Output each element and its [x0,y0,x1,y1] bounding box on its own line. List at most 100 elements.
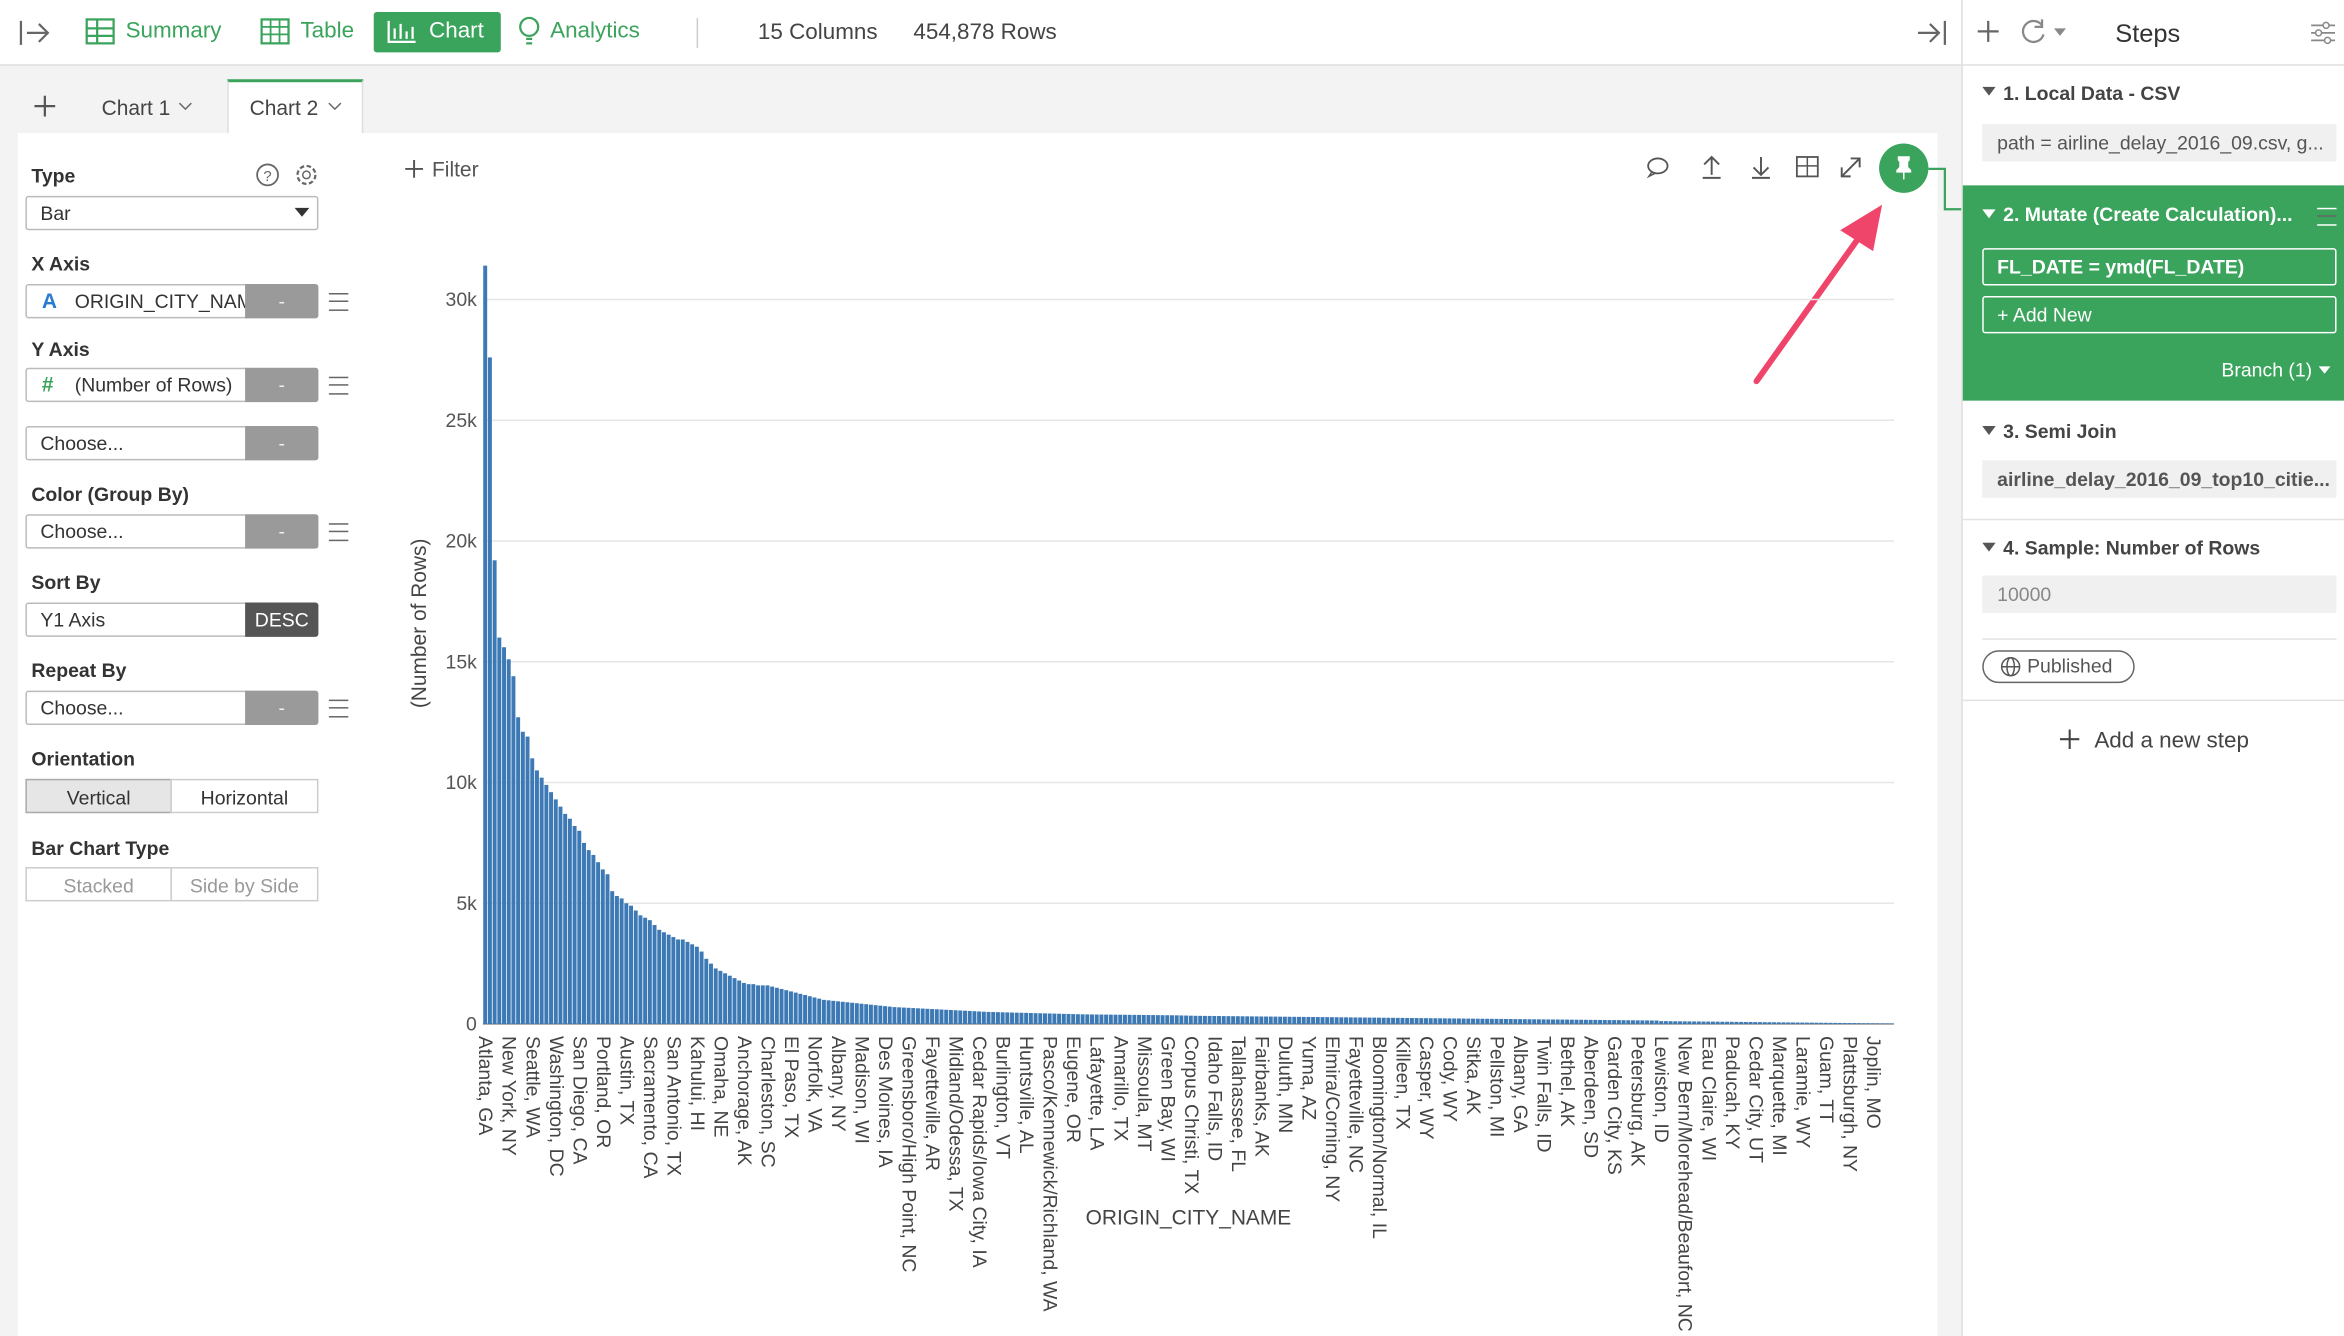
remove-button[interactable]: - [245,426,319,461]
bar [685,941,690,1025]
bar [1640,1020,1645,1025]
menu-icon[interactable] [328,293,349,311]
bar [1094,1014,1099,1025]
bar [1847,1023,1852,1025]
tab-summary[interactable]: Summary [125,17,222,44]
menu-icon[interactable] [328,699,349,718]
bar [1287,1016,1292,1025]
bar [788,991,793,1025]
bar-type-option[interactable]: Stacked [25,867,172,902]
bar [1729,1021,1734,1025]
bar [1329,1017,1334,1025]
bar [878,1005,883,1025]
bar-type-option[interactable]: Side by Side [170,867,319,902]
chart-actions[interactable] [1641,152,1873,182]
bar [1795,1022,1800,1025]
bar [506,659,511,1025]
bar [756,985,761,1025]
orientation-option[interactable]: Horizontal [170,778,319,814]
chart-tab[interactable]: Chart 2 [249,95,319,120]
y-axis-field[interactable]: (Number of Rows) [25,367,247,403]
sort-order[interactable]: DESC [245,602,319,637]
chart-tab[interactable]: Chart 1 [101,95,171,120]
help-settings-icons[interactable]: ? [254,161,323,188]
bar [1574,1019,1579,1025]
step-item[interactable]: path = airline_delay_2016_09.csv, g... [1982,124,2337,162]
bar [944,1009,949,1025]
bar [1090,1014,1094,1025]
x-tick-label: Fayetteville, NC [1344,1036,1366,1173]
bar [539,777,544,1025]
step-title[interactable]: 4. Sample: Number of Rows [2003,536,2261,560]
x-tick-label: San Diego, CA [568,1036,590,1165]
tab-chart[interactable]: Chart [429,17,484,44]
refresh-icon[interactable] [2021,18,2072,45]
color-field[interactable]: Choose... [25,514,247,549]
bar [1282,1016,1287,1025]
menu-icon[interactable] [2317,207,2337,226]
bar [1748,1022,1753,1025]
filter-add-icon[interactable] [405,159,424,178]
x-tick-label: Guam, TT [1815,1036,1837,1123]
bar [516,717,521,1025]
active-tab[interactable] [227,79,364,135]
type-select[interactable]: Bar [25,195,319,231]
remove-button[interactable]: - [245,284,319,319]
collapse-icon[interactable] [18,18,51,48]
bar [1198,1015,1203,1025]
bar [741,982,746,1025]
bar [864,1004,869,1025]
remove-button[interactable]: - [245,367,319,403]
bar [1710,1021,1715,1025]
orientation-option[interactable]: Vertical [25,778,172,814]
settings-icon[interactable] [2310,21,2337,45]
x-tick-label: Bethel, AK [1556,1036,1578,1127]
x-axis-field[interactable]: ORIGIN_CITY_NAME [25,284,247,319]
x-tick-label: Washington, DC [545,1036,567,1177]
step-item[interactable]: FL_DATE = ymd(FL_DATE) [1982,248,2337,286]
menu-icon[interactable] [328,376,349,395]
x-tick-label: Midland/Odessa, TX [945,1036,967,1212]
remove-button[interactable]: - [245,690,319,726]
tab-table[interactable]: Table [300,17,355,44]
branch-button[interactable]: Branch (1) [2221,358,2313,382]
bar [1626,1020,1631,1025]
x-tick-label: Eau Claire, WI [1697,1036,1719,1161]
bar [1734,1021,1739,1025]
bar [1174,1015,1179,1025]
remove-button[interactable]: - [245,514,319,549]
bar [492,560,497,1025]
add-step-button[interactable]: Add a new step [2094,728,2249,754]
sort-field[interactable]: Y1 Axis [25,602,247,637]
chart-icon [387,20,416,43]
bar [817,998,822,1025]
add-chart-icon[interactable] [34,95,56,117]
bar [1682,1021,1687,1025]
bar [1071,1014,1076,1025]
step-item[interactable]: 10000 [1982,575,2337,613]
published-badge[interactable] [1982,650,2135,684]
step-title[interactable]: 3. Semi Join [2003,420,2117,443]
step-title[interactable]: 2. Mutate (Create Calculation)... [2003,203,2293,226]
caret [1982,426,1996,436]
bar [1758,1022,1762,1025]
menu-icon[interactable] [328,523,349,542]
bar [1066,1013,1071,1025]
add-new-button[interactable]: + Add New [1982,295,2337,334]
add-icon[interactable] [1976,19,2000,43]
y2-axis-field[interactable]: Choose... [25,426,247,461]
repeat-field[interactable]: Choose... [25,690,247,726]
bar [1259,1016,1264,1025]
collapse-right-icon[interactable] [1915,18,1948,48]
bar [850,1002,855,1025]
bar [920,1008,925,1025]
tab-analytics[interactable]: Analytics [550,17,640,44]
y-tick-label: 15k [446,651,478,673]
step-title[interactable]: 1. Local Data - CSV [2003,82,2181,105]
step-item[interactable]: airline_delay_2016_09_top10_citie... [1982,460,2337,498]
bar [1104,1014,1109,1025]
filter-button[interactable]: Filter [432,156,479,181]
bar [897,1007,902,1025]
bar [1226,1016,1231,1025]
bar [1668,1021,1673,1025]
